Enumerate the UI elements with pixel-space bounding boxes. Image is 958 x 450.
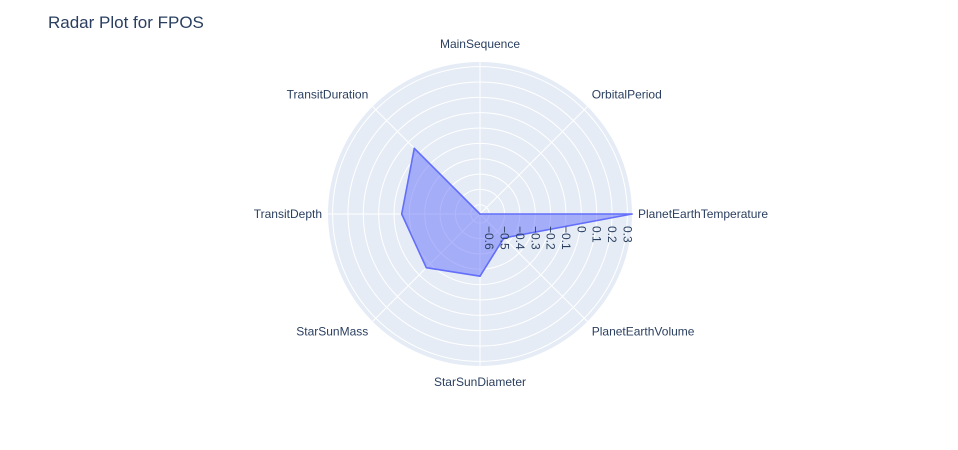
category-label: MainSequence (440, 37, 520, 51)
radial-tick-label: −0.2 (544, 226, 558, 250)
radial-tick-label: 0.1 (590, 226, 604, 243)
data-point (425, 266, 428, 269)
radial-tick-label: 0.3 (620, 226, 634, 243)
radial-tick-label: −0.5 (498, 226, 512, 250)
chart-title: Radar Plot for FPOS (48, 13, 204, 32)
category-label: PlanetEarthTemperature (638, 207, 768, 221)
radial-tick-label: −0.4 (513, 226, 527, 250)
category-label: StarSunMass (296, 325, 368, 339)
angular-gridline (479, 106, 588, 215)
data-point (479, 213, 481, 215)
data-point (631, 213, 633, 215)
radial-tick-label: 0.2 (605, 226, 619, 243)
series-area (400, 147, 633, 277)
radial-tick-label: −0.6 (482, 226, 496, 250)
data-point (400, 213, 403, 215)
category-label: StarSunDiameter (434, 375, 526, 389)
category-label: PlanetEarthVolume (592, 325, 695, 339)
category-label: TransitDepth (254, 207, 322, 221)
radial-tick-label: 0 (574, 226, 588, 233)
radial-tick-label: −0.3 (528, 226, 542, 250)
data-point (479, 275, 481, 277)
category-label: OrbitalPeriod (592, 87, 662, 101)
radial-tick-label: −0.1 (559, 226, 573, 250)
data-point (503, 237, 505, 239)
category-label: TransitDuration (287, 87, 369, 101)
data-point (413, 147, 416, 150)
